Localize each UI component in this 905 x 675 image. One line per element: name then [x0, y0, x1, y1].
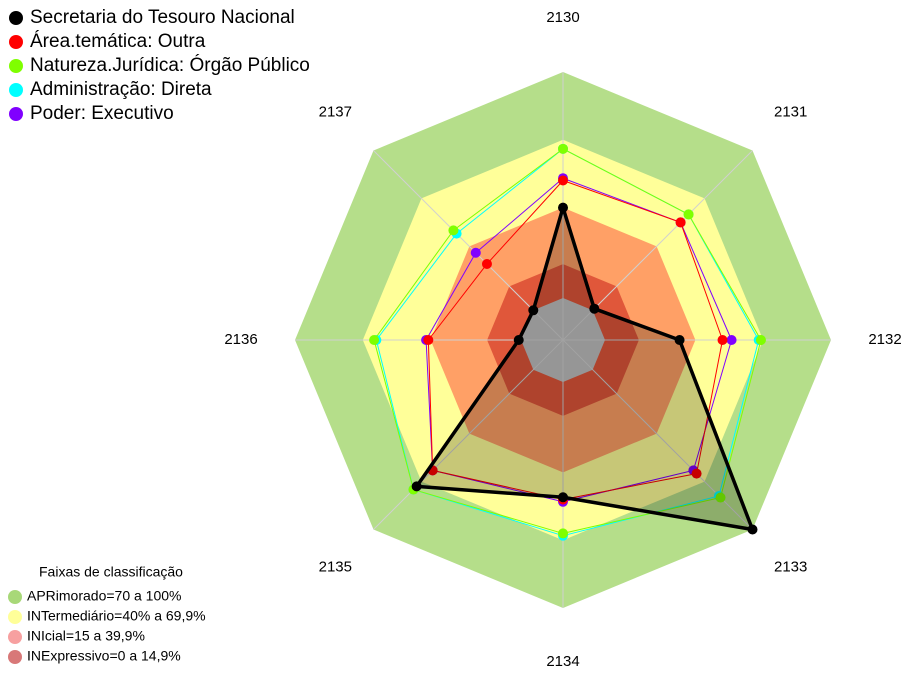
point: [411, 481, 422, 492]
band-legend-label: APRimorado=70 a 100%: [27, 588, 182, 604]
category-label: 2131: [774, 103, 807, 120]
point: [755, 335, 766, 345]
category-label: 2136: [224, 331, 257, 348]
category-label: 2130: [546, 9, 579, 26]
point: [528, 305, 539, 316]
legend-label: Poder: Executivo: [30, 103, 174, 124]
point: [558, 202, 568, 213]
legend-label: Administração: Direta: [30, 79, 212, 100]
bands-title: Faixas de classificação: [39, 564, 183, 580]
point: [674, 335, 685, 345]
category-label: 2137: [319, 103, 352, 120]
legend-marker: [9, 107, 23, 121]
band-legend-marker: [8, 610, 22, 624]
point: [448, 225, 459, 236]
point: [715, 492, 726, 503]
point: [558, 143, 568, 154]
point: [470, 247, 481, 258]
category-label: 2133: [774, 559, 807, 576]
point: [747, 524, 758, 535]
legend-marker: [9, 83, 23, 97]
band-legend-marker: [8, 650, 22, 664]
point: [558, 492, 568, 503]
point: [683, 209, 694, 220]
point: [423, 335, 434, 345]
band-legend-label: INIcial=15 a 39,9%: [27, 628, 145, 644]
category-label: 2135: [319, 559, 352, 576]
category-label: 2132: [868, 331, 901, 348]
band-legend-marker: [8, 590, 22, 604]
point: [726, 335, 737, 345]
point: [589, 303, 600, 314]
point: [481, 258, 492, 269]
point: [675, 217, 686, 228]
spoke: [373, 339, 564, 530]
category-label: 2134: [546, 653, 579, 670]
point: [513, 335, 524, 345]
point: [717, 335, 728, 345]
band-legend-label: INTermediário=40% a 69,9%: [27, 608, 206, 624]
band-legend-label: INExpressivo=0 a 14,9%: [27, 648, 181, 664]
legend-label: Área.temática: Outra: [30, 31, 206, 52]
point: [369, 335, 380, 345]
legend-marker: [9, 59, 23, 73]
point: [558, 175, 568, 186]
point: [558, 528, 568, 539]
band-legend-marker: [8, 630, 22, 644]
legend-label: Secretaria do Tesouro Nacional: [30, 7, 295, 28]
legend-label: Natureza.Jurídica: Órgão Público: [30, 54, 310, 76]
point: [691, 468, 702, 479]
legend-marker: [9, 35, 23, 49]
legend-marker: [9, 11, 23, 25]
